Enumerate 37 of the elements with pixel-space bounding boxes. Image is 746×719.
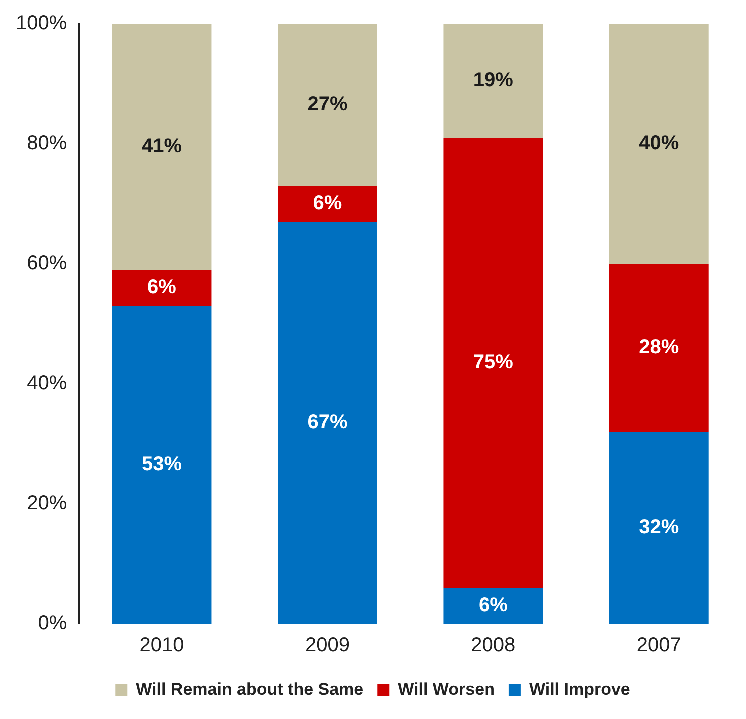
y-tick-label: 60%: [27, 252, 68, 275]
bar: [278, 186, 378, 222]
x-tick-label: 2009: [305, 634, 350, 657]
bar: [278, 24, 378, 186]
legend-label: Will Improve: [529, 680, 630, 700]
x-tick-label: 2007: [636, 634, 682, 657]
legend-label: Will Remain about the Same: [136, 680, 364, 700]
data-label: 41%: [142, 136, 182, 158]
y-tick-label: 20%: [27, 492, 68, 515]
data-label: 40%: [639, 132, 680, 155]
bar: [112, 24, 212, 270]
bar: [112, 306, 212, 624]
bar: [444, 24, 544, 138]
legend-label: Will Worsen: [398, 680, 495, 700]
y-tick-label: 0%: [38, 612, 68, 635]
x-tick-label: 2008: [471, 634, 516, 657]
bar: [444, 138, 544, 588]
data-label: 6%: [478, 594, 508, 617]
bar: [609, 264, 709, 432]
bar: [609, 24, 709, 264]
bar: [112, 270, 212, 306]
bar: [444, 588, 544, 624]
y-tick-label: 100%: [16, 12, 68, 35]
x-tick-label: 2010: [140, 634, 184, 657]
data-label: 53%: [142, 454, 182, 476]
data-label: 67%: [308, 412, 348, 434]
y-tick-label: 40%: [27, 372, 68, 395]
data-label: 6%: [313, 192, 342, 215]
data-label: 19%: [473, 70, 514, 92]
y-tick-label: 80%: [27, 132, 68, 155]
data-label: 6%: [148, 276, 177, 299]
data-label: 28%: [639, 336, 680, 359]
bar: [278, 222, 378, 624]
data-label: 27%: [308, 94, 348, 116]
bar: [609, 432, 709, 624]
data-label: 75%: [473, 352, 514, 374]
data-label: 32%: [639, 516, 680, 539]
